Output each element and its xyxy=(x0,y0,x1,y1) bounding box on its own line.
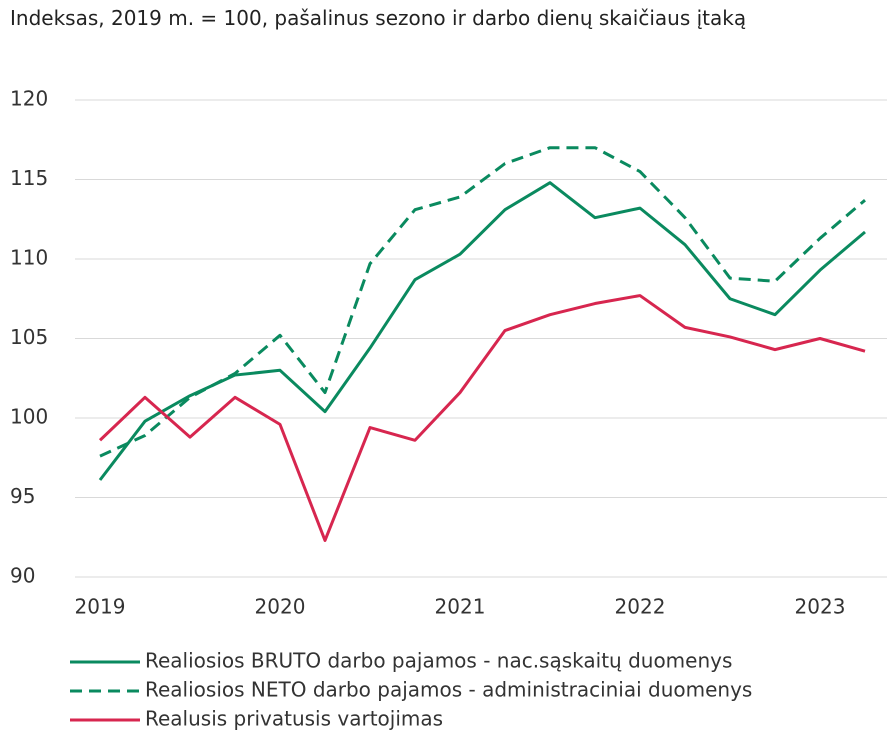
y-tick-label: 95 xyxy=(10,484,35,508)
x-tick-label: 2021 xyxy=(435,595,486,619)
series-line xyxy=(99,146,866,458)
x-tick-label: 2019 xyxy=(75,595,126,619)
x-tick-label: 2022 xyxy=(615,595,666,619)
legend-label: Realiosios NETO darbo pajamos - administ… xyxy=(145,678,752,702)
y-tick-label: 115 xyxy=(10,166,48,190)
legend-label: Realiosios BRUTO darbo pajamos - nac.sąs… xyxy=(145,649,732,673)
y-tick-label: 90 xyxy=(10,564,35,588)
y-tick-label: 110 xyxy=(10,246,48,270)
legend-label: Realusis privatusis vartojimas xyxy=(145,707,443,731)
y-tick-label: 120 xyxy=(10,87,48,111)
y-tick-label: 100 xyxy=(10,405,48,429)
x-tick-label: 2023 xyxy=(795,595,846,619)
x-tick-label: 2020 xyxy=(255,595,306,619)
title-box: Indeksas, 2019 m. = 100, pašalinus sezon… xyxy=(10,6,747,30)
series-line xyxy=(98,294,866,542)
series-line xyxy=(98,181,866,481)
chart-title: Indeksas, 2019 m. = 100, pašalinus sezon… xyxy=(10,6,747,30)
y-tick-label: 105 xyxy=(10,325,48,349)
